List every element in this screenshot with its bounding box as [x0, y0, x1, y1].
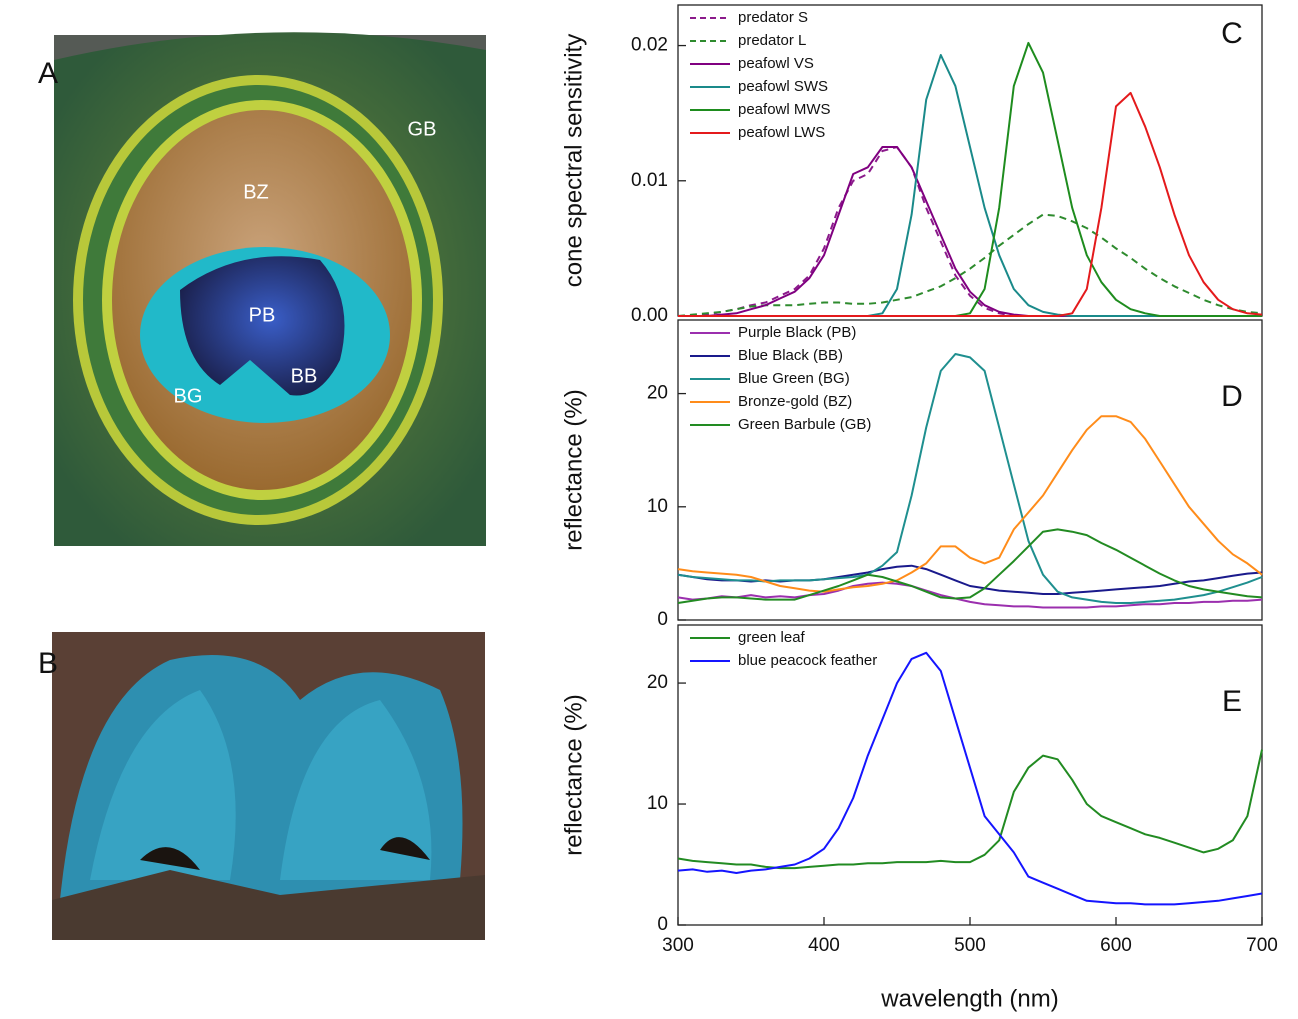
legend-label: blue peacock feather	[738, 652, 878, 669]
legend-entry: peafowl VS	[738, 55, 814, 72]
plot-frame	[677, 319, 1263, 621]
legend-entry: predator L	[738, 32, 807, 49]
panel-label: A	[38, 57, 58, 90]
x-tick-label: 300	[662, 935, 694, 956]
legend-label: predator L	[738, 32, 807, 49]
photo-b	[52, 632, 485, 940]
panel-label: D	[1221, 380, 1243, 413]
legend-entry: predator S	[738, 9, 809, 26]
panel-label: E	[1222, 685, 1242, 718]
x-axis-label: wavelength (nm)	[880, 985, 1058, 1012]
x-tick-label: 700	[1246, 935, 1278, 956]
legend-entry: peafowl LWS	[738, 124, 826, 141]
region-tag: BZ	[243, 181, 269, 203]
legend-label: green leaf	[738, 629, 805, 646]
series-line	[677, 651, 1263, 906]
legend-label: predator S	[738, 9, 809, 26]
y-tick-label: 0	[657, 609, 668, 630]
y-tick-label: 0.00	[631, 305, 668, 326]
legend-label: peafowl MWS	[738, 101, 831, 118]
panel-label: B	[38, 647, 58, 680]
legend-entry: green leaf	[738, 629, 805, 646]
region-tag: BG	[174, 385, 203, 407]
legend-label: Purple Black (PB)	[738, 324, 857, 341]
legend-entry: blue peacock feather	[738, 652, 878, 669]
x-tick-label: 400	[808, 935, 840, 956]
legend-label: peafowl VS	[738, 55, 814, 72]
legend-entry: peafowl MWS	[738, 101, 831, 118]
y-tick-label: 20	[647, 383, 668, 404]
region-tag: PB	[249, 304, 276, 326]
y-axis-label: reflectance (%)	[560, 389, 587, 550]
y-tick-label: 10	[647, 793, 668, 814]
legend-entry: Bronze-gold (BZ)	[738, 393, 853, 410]
photo-a	[54, 32, 486, 546]
series-line	[678, 146, 1262, 317]
panel-label: C	[1221, 17, 1243, 50]
series-line	[677, 415, 1263, 593]
y-tick-label: 10	[647, 496, 668, 517]
series-line	[677, 581, 1263, 609]
y-tick-label: 0	[657, 914, 668, 935]
x-tick-label: 500	[954, 935, 986, 956]
y-tick-label: 20	[647, 672, 668, 693]
series-line	[677, 213, 1263, 317]
legend-label: Bronze-gold (BZ)	[738, 393, 853, 410]
region-tag: BB	[291, 365, 318, 387]
series-line	[677, 528, 1263, 604]
y-axis-label: reflectance (%)	[560, 694, 587, 855]
legend-label: Blue Black (BB)	[738, 347, 844, 364]
legend-entry: Green Barbule (GB)	[738, 416, 872, 433]
legend-label: peafowl LWS	[738, 124, 826, 141]
legend-entry: Purple Black (PB)	[738, 324, 857, 341]
legend-entry: peafowl SWS	[738, 78, 829, 95]
legend-label: peafowl SWS	[738, 78, 829, 95]
legend-entry: Blue Black (BB)	[738, 347, 844, 364]
x-tick-label: 600	[1100, 935, 1132, 956]
series-line	[678, 91, 1263, 317]
y-tick-label: 0.02	[631, 35, 668, 56]
legend-label: Blue Green (BG)	[738, 370, 850, 387]
y-axis-label: cone spectral sensitivity	[560, 34, 587, 287]
y-tick-label: 0.01	[631, 170, 668, 191]
series-line	[678, 146, 1262, 317]
region-tag: GB	[408, 118, 437, 140]
series-line	[677, 353, 1263, 604]
legend-label: Green Barbule (GB)	[738, 416, 872, 433]
legend-entry: Blue Green (BG)	[738, 370, 850, 387]
